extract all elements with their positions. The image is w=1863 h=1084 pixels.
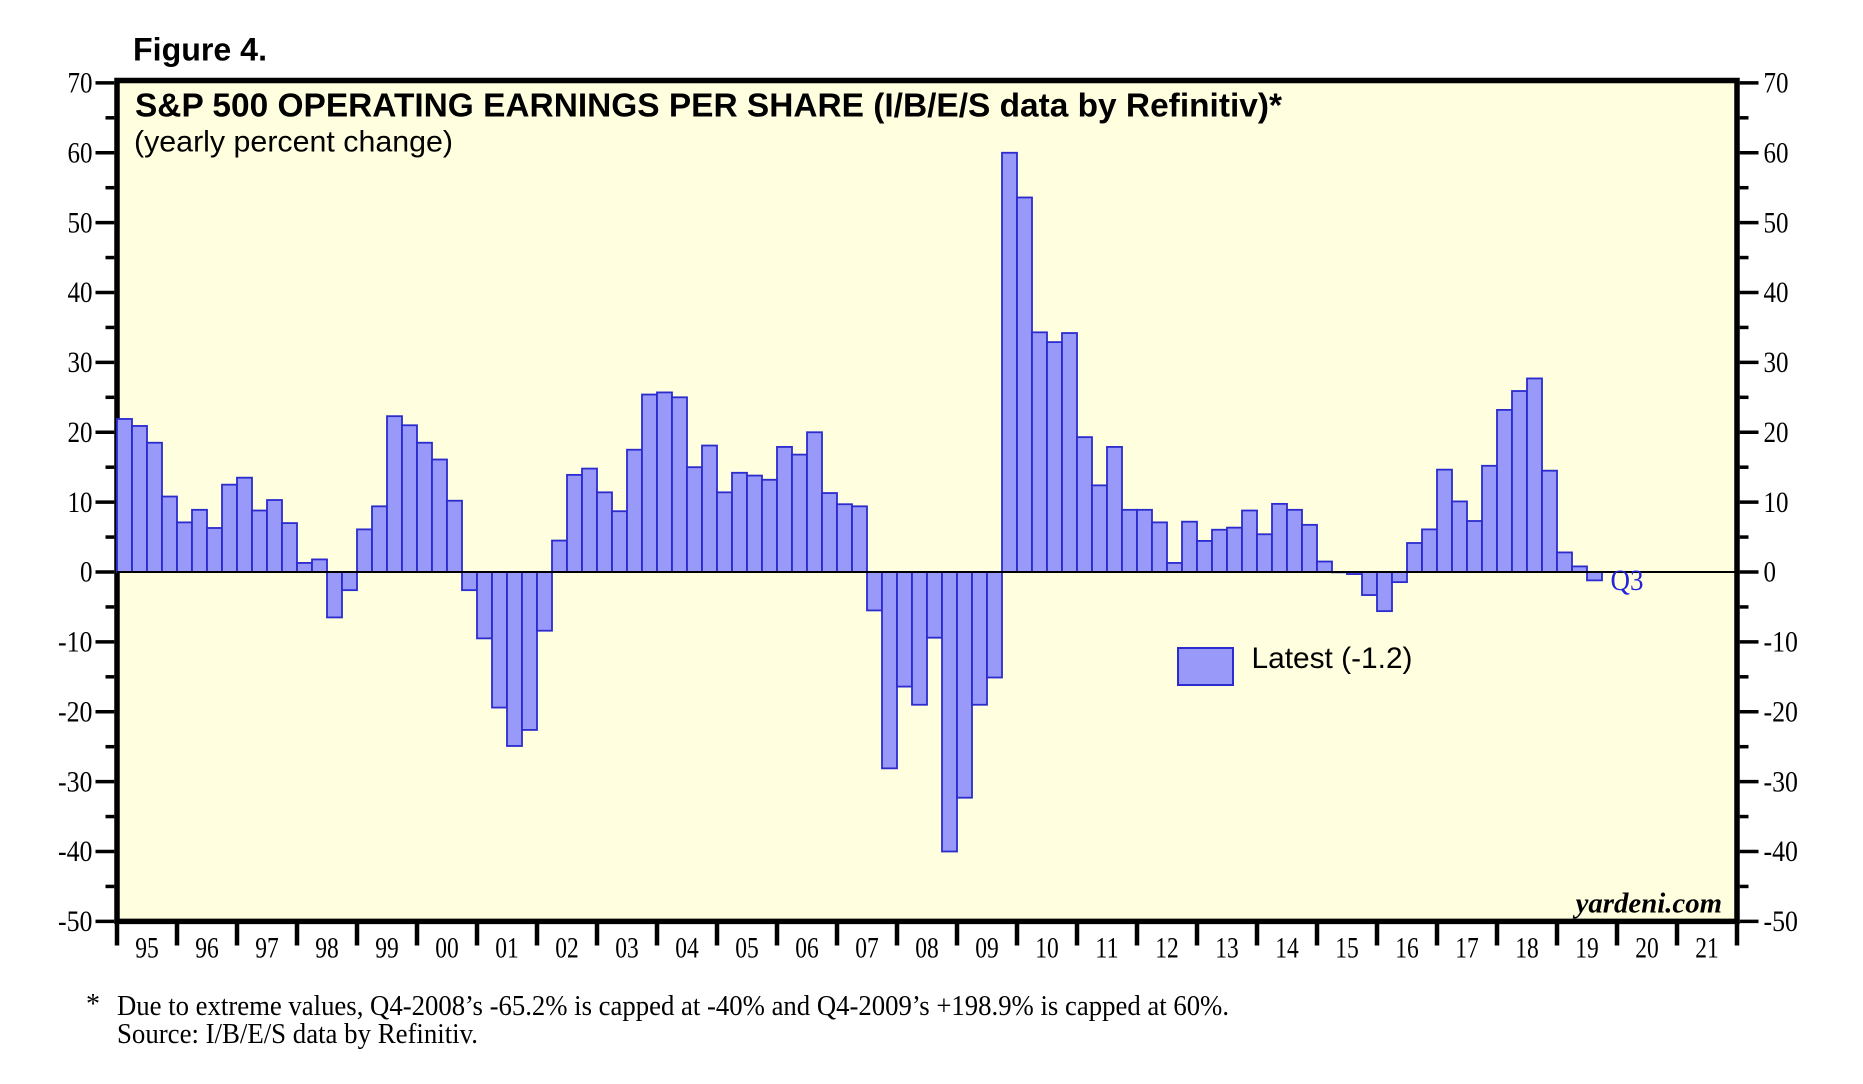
svg-text:*: * bbox=[86, 989, 100, 1020]
svg-text:-20: -20 bbox=[1764, 695, 1799, 728]
svg-text:21: 21 bbox=[1695, 932, 1719, 965]
svg-text:98: 98 bbox=[315, 932, 339, 965]
svg-text:-30: -30 bbox=[58, 765, 93, 798]
svg-text:-40: -40 bbox=[1764, 835, 1799, 868]
svg-text:17: 17 bbox=[1455, 932, 1479, 965]
svg-text:11: 11 bbox=[1095, 932, 1119, 965]
svg-text:(yearly percent change): (yearly percent change) bbox=[134, 125, 453, 158]
svg-text:95: 95 bbox=[135, 932, 159, 965]
svg-text:S&P 500 OPERATING EARNINGS PER: S&P 500 OPERATING EARNINGS PER SHARE (I/… bbox=[135, 87, 1282, 124]
svg-text:40: 40 bbox=[1764, 276, 1789, 309]
svg-text:20: 20 bbox=[1764, 416, 1789, 449]
svg-text:0: 0 bbox=[1764, 556, 1777, 589]
svg-text:Source: I/B/E/S data by Refini: Source: I/B/E/S data by Refinitiv. bbox=[117, 1019, 478, 1050]
svg-text:Latest (-1.2): Latest (-1.2) bbox=[1252, 642, 1413, 675]
svg-text:99: 99 bbox=[375, 932, 399, 965]
svg-text:-40: -40 bbox=[58, 835, 93, 868]
svg-text:10: 10 bbox=[1035, 932, 1059, 965]
svg-text:-20: -20 bbox=[58, 695, 93, 728]
svg-text:18: 18 bbox=[1515, 932, 1539, 965]
svg-text:08: 08 bbox=[915, 932, 939, 965]
svg-text:10: 10 bbox=[68, 486, 93, 519]
svg-text:-10: -10 bbox=[58, 626, 93, 659]
svg-text:-10: -10 bbox=[1764, 626, 1799, 659]
svg-text:14: 14 bbox=[1275, 932, 1299, 965]
svg-text:50: 50 bbox=[68, 206, 93, 239]
svg-text:07: 07 bbox=[855, 932, 879, 965]
svg-text:05: 05 bbox=[735, 932, 759, 965]
svg-text:Due to extreme values, Q4-2008: Due to extreme values, Q4-2008’s -65.2% … bbox=[117, 991, 1229, 1022]
svg-text:60: 60 bbox=[68, 136, 93, 169]
svg-text:40: 40 bbox=[68, 276, 93, 309]
svg-text:02: 02 bbox=[555, 932, 579, 965]
svg-text:yardeni.com: yardeni.com bbox=[1573, 888, 1722, 920]
svg-text:20: 20 bbox=[1635, 932, 1659, 965]
svg-text:04: 04 bbox=[675, 932, 699, 965]
svg-text:96: 96 bbox=[195, 932, 219, 965]
svg-text:60: 60 bbox=[1764, 136, 1789, 169]
svg-text:12: 12 bbox=[1155, 932, 1179, 965]
svg-text:70: 70 bbox=[1764, 67, 1789, 100]
svg-text:0: 0 bbox=[80, 556, 93, 589]
svg-text:16: 16 bbox=[1395, 932, 1419, 965]
svg-text:09: 09 bbox=[975, 932, 999, 965]
svg-text:06: 06 bbox=[795, 932, 819, 965]
svg-text:50: 50 bbox=[1764, 206, 1789, 239]
svg-text:20: 20 bbox=[68, 416, 93, 449]
svg-text:70: 70 bbox=[68, 67, 93, 100]
svg-text:00: 00 bbox=[435, 932, 459, 965]
svg-text:Figure 4.: Figure 4. bbox=[133, 32, 267, 68]
svg-text:-50: -50 bbox=[58, 905, 93, 938]
svg-text:03: 03 bbox=[615, 932, 639, 965]
svg-text:30: 30 bbox=[68, 346, 93, 379]
svg-text:01: 01 bbox=[495, 932, 519, 965]
svg-text:30: 30 bbox=[1764, 346, 1789, 379]
svg-text:Q3: Q3 bbox=[1611, 564, 1644, 597]
svg-text:15: 15 bbox=[1335, 932, 1359, 965]
svg-text:97: 97 bbox=[255, 932, 279, 965]
svg-text:13: 13 bbox=[1215, 932, 1239, 965]
svg-text:19: 19 bbox=[1575, 932, 1599, 965]
svg-text:-30: -30 bbox=[1764, 765, 1799, 798]
svg-text:10: 10 bbox=[1764, 486, 1789, 519]
svg-text:-50: -50 bbox=[1764, 905, 1799, 938]
